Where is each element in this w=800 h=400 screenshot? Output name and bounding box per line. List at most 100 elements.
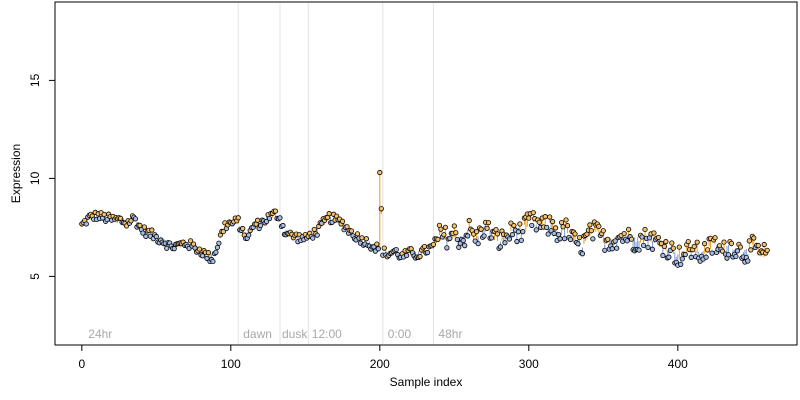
data-point [509, 232, 516, 238]
data-point [359, 235, 365, 241]
data-point [187, 238, 194, 244]
data-point [377, 169, 383, 176]
data-point [621, 230, 627, 237]
data-point [612, 238, 618, 244]
data-point [424, 249, 431, 256]
data-point [246, 232, 252, 238]
data-point [551, 230, 557, 237]
data-point [746, 238, 752, 244]
data-point [494, 231, 501, 237]
data-point [511, 222, 517, 229]
data-point [466, 217, 472, 224]
data-point [438, 226, 444, 232]
data-point [339, 218, 346, 224]
data-point [564, 223, 571, 229]
data-point [444, 245, 450, 251]
data-point [83, 221, 89, 227]
data-point [435, 236, 441, 243]
data-point [374, 241, 380, 247]
data-point [451, 223, 457, 229]
data-point [734, 248, 741, 254]
data-point [745, 258, 751, 264]
data-point [143, 233, 149, 240]
data-point [514, 238, 520, 245]
period-dividers [237, 3, 434, 344]
data-point [488, 235, 495, 241]
data-point [560, 224, 566, 230]
data-point [453, 230, 459, 236]
data-point [703, 254, 709, 260]
data-point [266, 215, 273, 222]
data-point [214, 244, 221, 251]
y-axis-label: Expression [9, 144, 23, 203]
data-point [235, 215, 241, 221]
data-point [520, 229, 526, 235]
data-point [462, 243, 468, 249]
y-tick-label: 10 [28, 171, 42, 185]
data-point [702, 241, 708, 247]
data-point [493, 226, 499, 233]
data-point [140, 230, 146, 236]
data-point [579, 251, 586, 257]
data-point [712, 235, 718, 241]
data-point [737, 244, 743, 250]
data-point [587, 222, 593, 228]
data-point [629, 236, 635, 242]
data-point [199, 253, 206, 259]
data-point [609, 246, 615, 252]
data-points [79, 169, 770, 268]
data-point [636, 247, 642, 253]
data-point [640, 242, 647, 249]
data-point [518, 237, 524, 243]
data-point [688, 254, 694, 260]
data-point [441, 232, 447, 238]
y-tick-label: 15 [28, 73, 42, 87]
x-tick-label: 200 [370, 357, 390, 371]
period-annotation: 48hr [438, 327, 462, 341]
data-point [454, 236, 460, 243]
data-point [529, 222, 535, 229]
data-point [645, 244, 651, 251]
data-point [764, 247, 770, 253]
x-tick-label: 100 [221, 357, 241, 371]
period-annotation: 0:00 [388, 327, 412, 341]
data-point [460, 237, 466, 244]
data-point [728, 240, 735, 247]
data-point [164, 245, 170, 251]
data-point [682, 251, 688, 258]
data-point [602, 247, 608, 253]
data-point [626, 226, 632, 232]
data-point [685, 238, 691, 245]
data-point [417, 253, 423, 260]
data-point [220, 228, 226, 235]
data-point [547, 214, 553, 220]
data-point [705, 247, 711, 253]
data-point [171, 246, 177, 252]
x-axis-label: Sample index [390, 375, 463, 389]
data-point [442, 224, 448, 230]
data-point [153, 233, 159, 240]
data-point [533, 227, 539, 233]
data-point [421, 243, 428, 250]
data-point [280, 222, 286, 229]
data-point [600, 228, 606, 234]
data-point [761, 241, 767, 248]
data-point [430, 241, 437, 248]
data-point [557, 236, 563, 242]
data-point [375, 246, 381, 252]
data-point [216, 240, 222, 246]
period-annotation: dawn [243, 327, 272, 341]
data-point [733, 253, 739, 260]
data-point [326, 211, 332, 217]
data-point [676, 244, 682, 250]
x-axis: 0 100 200 300 400 [78, 344, 688, 371]
x-tick-label: 400 [668, 357, 688, 371]
data-point [404, 252, 410, 259]
data-point [101, 211, 107, 218]
data-point [378, 206, 384, 212]
data-point [354, 231, 361, 237]
data-point [755, 242, 761, 249]
data-point [542, 214, 548, 220]
data-point [751, 235, 757, 241]
